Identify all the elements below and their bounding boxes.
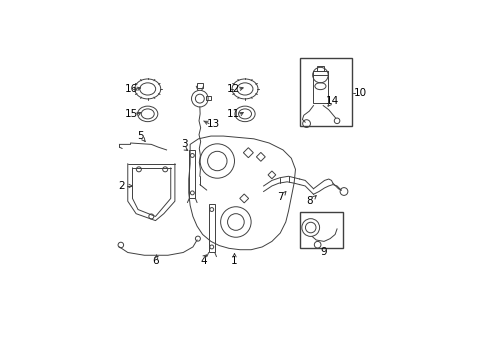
Text: 12: 12 bbox=[227, 84, 240, 94]
Text: 6: 6 bbox=[152, 256, 159, 266]
Text: 10: 10 bbox=[354, 87, 367, 98]
Bar bbox=[317, 66, 324, 71]
Text: 13: 13 bbox=[207, 118, 220, 129]
Bar bbox=[300, 58, 352, 126]
Text: 1: 1 bbox=[231, 256, 238, 266]
Bar bbox=[206, 96, 211, 100]
Bar bbox=[189, 150, 196, 198]
Text: 8: 8 bbox=[307, 196, 313, 206]
Bar bbox=[197, 84, 203, 87]
Bar bbox=[300, 212, 343, 248]
Text: 4: 4 bbox=[201, 256, 207, 266]
Text: 11: 11 bbox=[227, 109, 240, 119]
Text: 2: 2 bbox=[119, 181, 125, 191]
Text: 15: 15 bbox=[124, 109, 138, 119]
Text: 9: 9 bbox=[320, 247, 327, 257]
Text: 3: 3 bbox=[181, 139, 187, 149]
Text: 5: 5 bbox=[137, 131, 144, 141]
Text: 14: 14 bbox=[326, 96, 340, 107]
Bar bbox=[313, 75, 328, 103]
Text: 16: 16 bbox=[124, 84, 138, 94]
Text: 7: 7 bbox=[277, 192, 284, 202]
Bar bbox=[209, 204, 215, 252]
